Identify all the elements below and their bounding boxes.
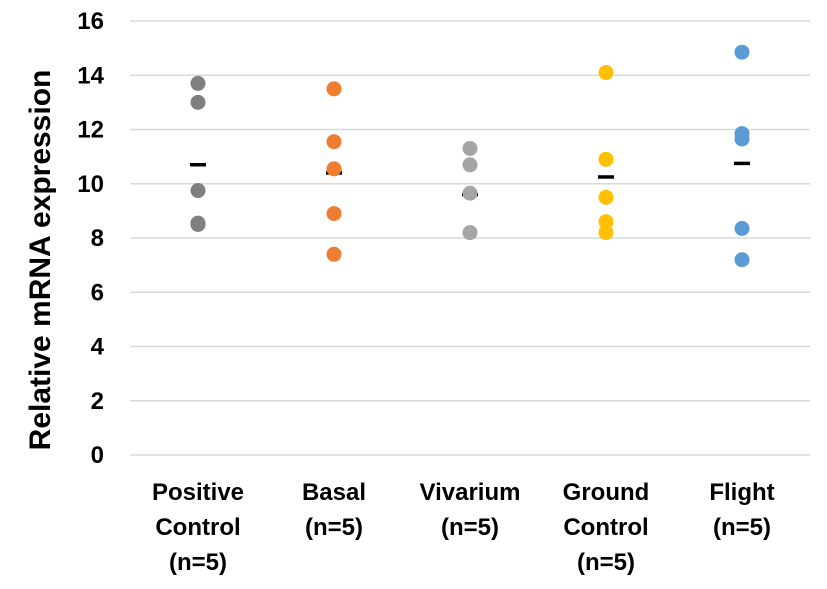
data-point: [734, 221, 750, 237]
x-category-label: Control: [155, 514, 240, 541]
data-point: [462, 225, 478, 241]
x-category-label: (n=5): [305, 514, 363, 541]
x-axis-categories: Positive Control (n=5) Basal (n=5) Vivarium (n…: [152, 479, 775, 576]
data-point: [326, 246, 342, 262]
y-tick-label: 6: [91, 279, 104, 306]
y-tick-label: 14: [77, 62, 104, 89]
y-tick-label: 2: [91, 388, 104, 415]
x-category-label: (n=5): [441, 514, 499, 541]
data-point: [598, 151, 614, 167]
x-category-label: Positive: [152, 479, 244, 506]
x-category-label: Vivarium: [420, 479, 521, 506]
y-tick-label: 16: [77, 8, 104, 35]
y-tick-label: 0: [91, 442, 104, 469]
data-point: [598, 65, 614, 81]
data-point: [462, 140, 478, 156]
data-point: [326, 206, 342, 222]
data-point: [190, 75, 206, 91]
x-category-label: Basal: [302, 479, 366, 506]
data-points: [190, 44, 750, 268]
x-category-label: (n=5): [713, 514, 771, 541]
data-point: [598, 225, 614, 241]
x-category-label: Control: [563, 514, 648, 541]
data-point: [190, 216, 206, 232]
data-point: [326, 161, 342, 177]
y-tick-label: 4: [91, 334, 105, 361]
data-point: [734, 44, 750, 60]
y-tick-label: 12: [77, 117, 104, 144]
y-tick-label: 8: [91, 225, 104, 252]
data-point: [326, 81, 342, 97]
data-point: [190, 94, 206, 110]
y-tick-label: 10: [77, 171, 104, 198]
data-point: [598, 189, 614, 205]
data-point: [734, 252, 750, 268]
data-point: [462, 157, 478, 173]
data-point: [598, 214, 614, 230]
y-axis-label: Relative mRNA expression: [24, 70, 57, 451]
data-point: [462, 185, 478, 201]
data-point: [326, 134, 342, 150]
x-category-label: Ground: [563, 479, 650, 506]
data-point: [734, 131, 750, 147]
x-category-label: (n=5): [577, 549, 635, 576]
x-category-label: (n=5): [169, 549, 227, 576]
x-category-label: Flight: [709, 479, 774, 506]
y-axis-ticks: 0 2 4 6 8 10 12 14 16: [77, 8, 104, 469]
data-point: [190, 183, 206, 199]
